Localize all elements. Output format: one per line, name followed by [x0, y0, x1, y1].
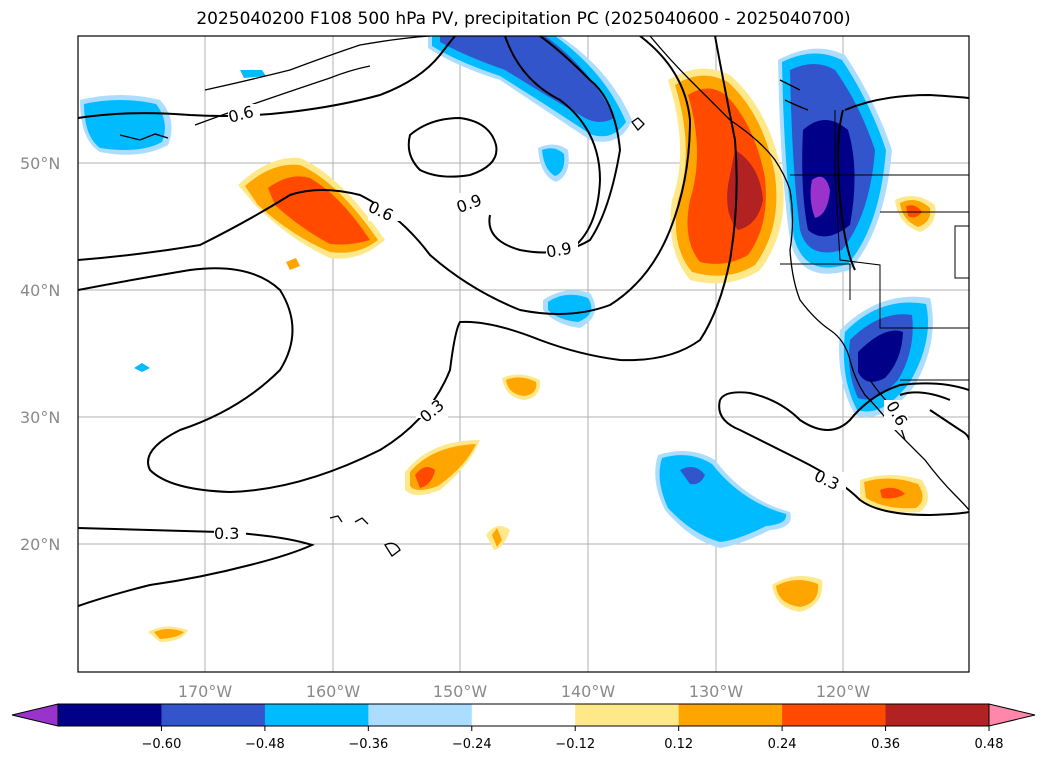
colorbar-segment: [264, 704, 369, 726]
colorbar-segment: [58, 704, 162, 726]
negative-anomaly-region: [548, 294, 592, 322]
contour-label: 0.9: [545, 238, 573, 261]
negative-anomaly-region: [440, 36, 614, 122]
pv-contour-0.6: [844, 93, 969, 111]
pv-contour-0.6: [899, 391, 951, 401]
pv-contours: [78, 36, 969, 607]
positive-anomaly-region: [492, 528, 502, 547]
lat-label: 40°N: [20, 281, 60, 300]
colorbar-segment: [161, 704, 266, 726]
negative-anomaly-region: [858, 330, 903, 382]
lat-label: 50°N: [20, 154, 60, 173]
pv-contour-0.3: [78, 36, 738, 494]
negative-anomaly-region: [84, 100, 165, 150]
positive-anomaly-region: [286, 258, 300, 270]
pv-contour-0.6: [78, 36, 456, 119]
colorbar-tick-label: −0.24: [452, 737, 492, 752]
colorbar-tick-label: 0.24: [768, 737, 797, 752]
pv-contour-0.6: [929, 409, 969, 441]
positive-anomaly-region: [506, 377, 537, 396]
colorbar-tick-label: 0.48: [975, 737, 1004, 752]
colorbar-tick-label: −0.36: [348, 737, 388, 752]
pv-contour-0.3: [78, 527, 315, 607]
pv-contour-0.9: [407, 116, 498, 178]
latitude-labels: 50°N 40°N 30°N 20°N: [20, 154, 60, 554]
positive-anomaly-region: [880, 487, 905, 499]
negative-anomaly-region: [542, 148, 565, 176]
positive-anomaly-region: [906, 205, 922, 218]
positive-anomaly-region: [415, 466, 435, 488]
negative-anomaly-region: [240, 70, 266, 78]
colorbar-tick-label: −0.60: [142, 737, 182, 752]
contour-label: 0.3: [214, 524, 239, 543]
lon-label: 120°W: [816, 682, 871, 701]
colorbar-outline: [57, 703, 990, 727]
colorbar-segment: [782, 704, 887, 726]
lon-label: 150°W: [433, 682, 488, 701]
negative-anomaly-region: [134, 363, 150, 372]
pv-contour-0.6: [78, 36, 692, 315]
lon-label: 130°W: [689, 682, 744, 701]
lon-label: 170°W: [178, 682, 233, 701]
colorbar-segment: [575, 704, 680, 726]
colorbar-segment: [678, 704, 783, 726]
lat-label: 30°N: [20, 408, 60, 427]
pv-contour-labels: 0.6 0.6 0.9 0.9 0.3 0.3 0.3 0.6: [214, 102, 911, 543]
pv-contour-0.9: [488, 36, 622, 254]
map-title: 2025040200 F108 500 hPa PV, precipitatio…: [196, 9, 851, 29]
colorbar-tick-label: 0.12: [664, 737, 693, 752]
political-boundaries: [780, 110, 969, 381]
negative-anomaly-region: [680, 466, 705, 485]
positive-anomaly-region: [154, 629, 184, 639]
longitude-labels: 170°W 160°W 150°W 140°W 130°W 120°W: [178, 682, 871, 701]
pv-contour-0.3: [719, 382, 969, 431]
pv-contour-0.9: [504, 36, 602, 251]
colorbar-segment: [885, 704, 990, 726]
colorbar-tick-label: −0.48: [245, 737, 285, 752]
lat-label: 20°N: [20, 535, 60, 554]
lon-label: 140°W: [561, 682, 616, 701]
pv-contour-0.6: [837, 109, 856, 271]
colorbar-segment: [368, 704, 473, 726]
colorbar-tick-label: −0.12: [555, 737, 595, 752]
colorbar-extend-min: [11, 703, 59, 727]
colorbar-tick-label: 0.36: [871, 737, 900, 752]
map-frame: [77, 35, 970, 673]
colorbar-extend-max: [988, 703, 1036, 727]
positive-anomaly-region: [776, 579, 819, 607]
colorbar-segment: [471, 704, 576, 726]
lon-label: 160°W: [306, 682, 361, 701]
colorbar: −0.60 −0.48 −0.36 −0.24 −0.12 0.12 0.24 0.36 0.4…: [11, 703, 1036, 752]
negative-anomaly-region: [802, 120, 855, 237]
negative-anomaly-region: [810, 176, 830, 218]
